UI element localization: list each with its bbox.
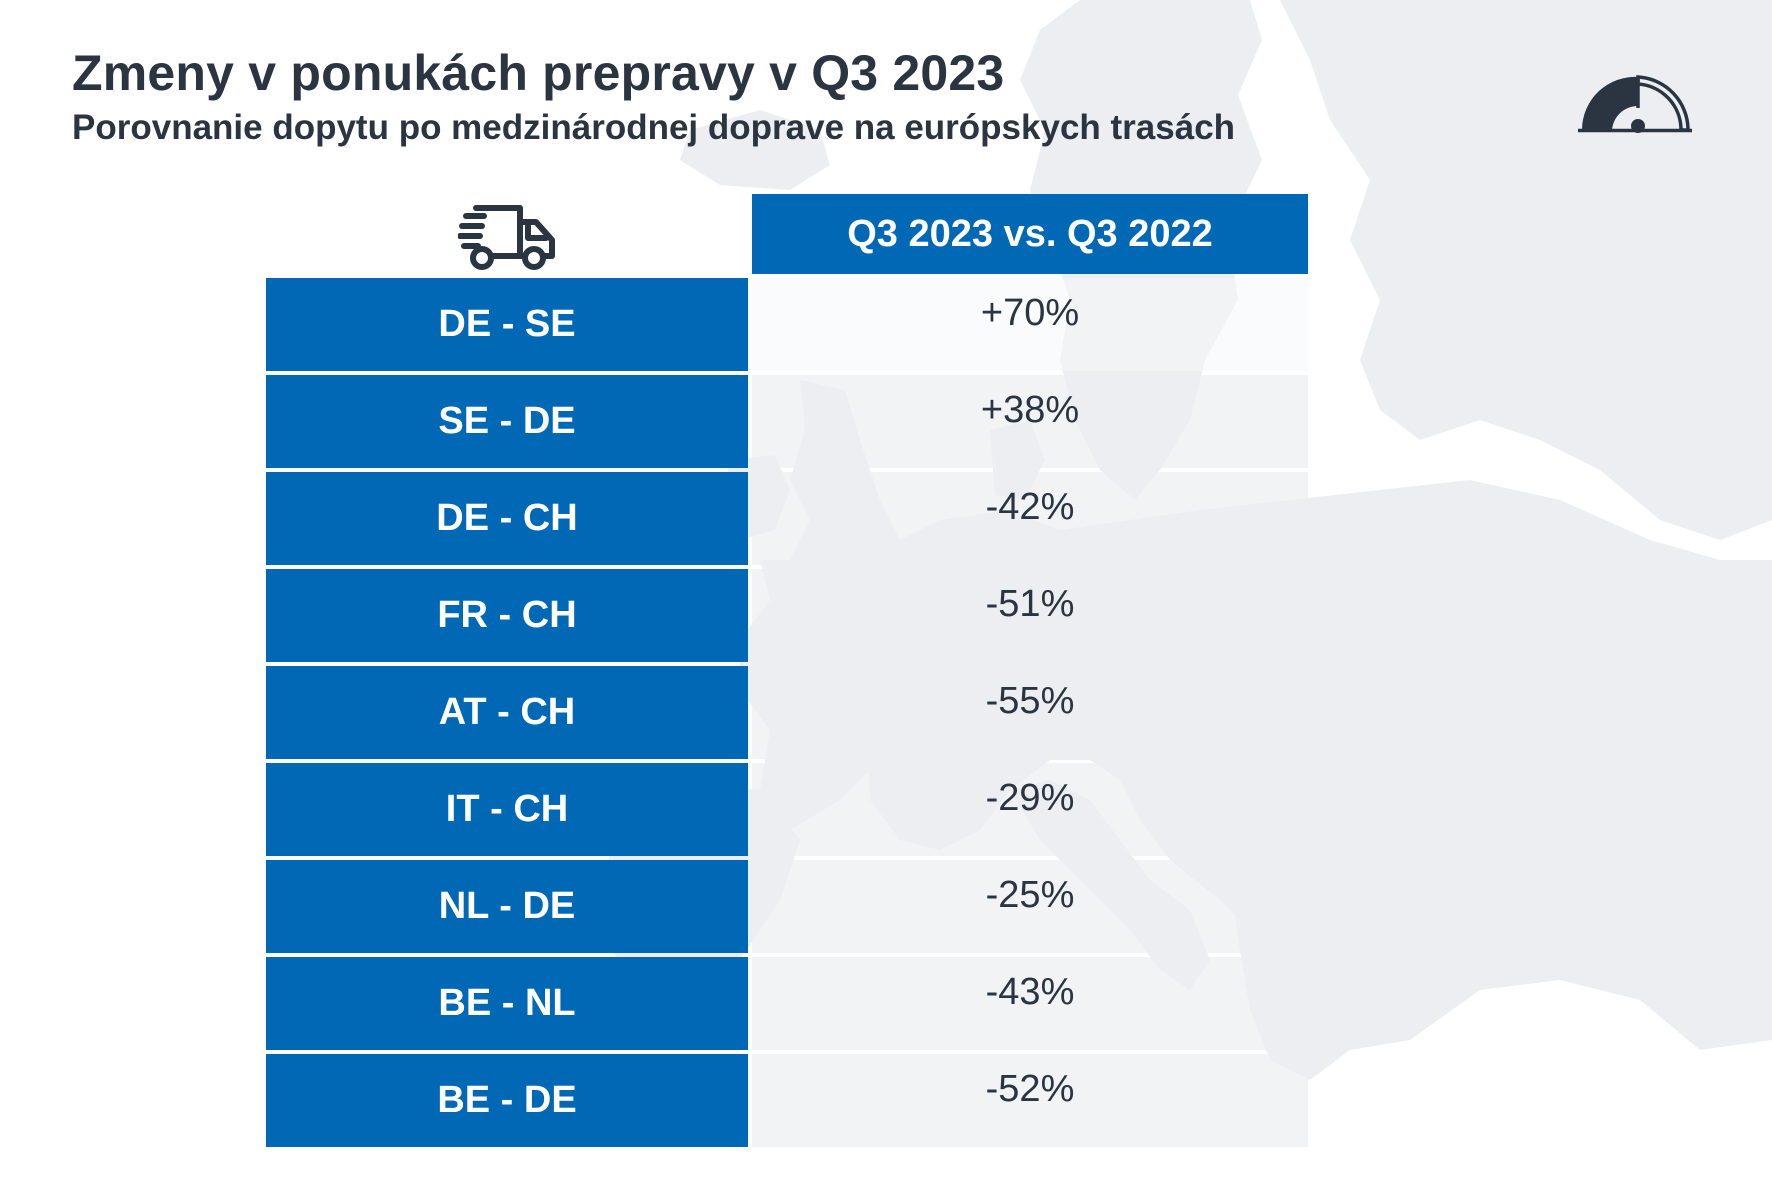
table-row: BE - NL -43% (266, 957, 1308, 1054)
change-value: -25% (985, 874, 1075, 916)
table-row: FR - CH -51% (266, 569, 1308, 666)
route-label: SE - DE (266, 375, 748, 468)
route-label: AT - CH (266, 666, 748, 759)
route-label: FR - CH (266, 569, 748, 662)
table-row: BE - DE -52% (266, 1054, 1308, 1151)
value-cell: -43% (752, 957, 1308, 1050)
change-value: +70% (980, 292, 1080, 334)
column-header: Q3 2023 vs. Q3 2022 (752, 194, 1308, 274)
delivery-truck-icon (458, 205, 555, 270)
route-label: BE - DE (266, 1054, 748, 1147)
value-cell: +38% (752, 375, 1308, 468)
route-label: DE - SE (266, 278, 748, 371)
change-value: -52% (985, 1068, 1075, 1110)
change-value: +38% (980, 389, 1080, 431)
table-row: DE - CH -42% (266, 472, 1308, 569)
route-label: IT - CH (266, 763, 748, 856)
gauge-logo-icon (1578, 75, 1692, 133)
route-label: DE - CH (266, 472, 748, 565)
table-row: SE - DE +38% (266, 375, 1308, 472)
change-value: -43% (985, 971, 1075, 1013)
change-value: -51% (985, 583, 1075, 625)
change-value: -42% (985, 486, 1075, 528)
route-table: DE - SE +70% SE - DE +38% DE - CH -42% F… (266, 278, 1308, 1151)
route-label: BE - NL (266, 957, 748, 1050)
value-cell: +70% (752, 278, 1308, 371)
table-row: DE - SE +70% (266, 278, 1308, 375)
value-cell: -29% (752, 763, 1308, 856)
value-cell: -52% (752, 1054, 1308, 1147)
value-cell: -51% (752, 569, 1308, 662)
page-subtitle: Porovnanie dopytu po medzinárodnej dopra… (72, 108, 1236, 147)
value-cell: -42% (752, 472, 1308, 565)
change-value: -55% (985, 680, 1075, 722)
table-row: NL - DE -25% (266, 860, 1308, 957)
change-value: -29% (985, 777, 1075, 819)
value-cell: -55% (752, 666, 1308, 759)
table-row: IT - CH -29% (266, 763, 1308, 860)
page-title: Zmeny v ponukách prepravy v Q3 2023 (72, 45, 1005, 101)
route-label: NL - DE (266, 860, 748, 953)
table-row: AT - CH -55% (266, 666, 1308, 763)
value-cell: -25% (752, 860, 1308, 953)
